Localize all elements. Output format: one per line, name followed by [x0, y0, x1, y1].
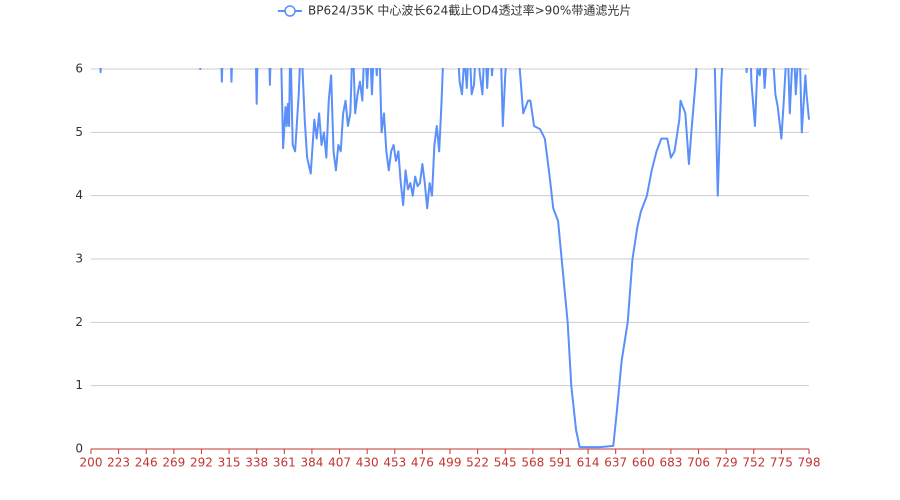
x-tick-label: 614 [577, 456, 600, 470]
x-tick-label: 315 [218, 456, 241, 470]
x-tick-label: 430 [356, 456, 379, 470]
axes: 0 1 2 3 4 5 6 200 223 246 269 292 315 338 361 384 407 430… [75, 62, 820, 470]
x-tick-label: 775 [770, 456, 793, 470]
y-tick-label: 3 [75, 252, 83, 266]
x-tick-label: 361 [273, 456, 296, 470]
x-tick-label: 568 [521, 456, 544, 470]
x-tick-label: 729 [715, 456, 738, 470]
x-tick-label: 384 [300, 456, 323, 470]
x-tick-label: 223 [107, 456, 130, 470]
x-tick-label: 200 [80, 456, 103, 470]
x-tick-label: 338 [245, 456, 268, 470]
legend-marker [284, 5, 296, 17]
y-tick-label: 0 [75, 442, 83, 456]
y-tick-label: 1 [75, 378, 83, 392]
x-tick-label: 246 [135, 456, 158, 470]
y-tick-label: 6 [75, 62, 83, 76]
x-tick-label: 545 [494, 456, 517, 470]
legend[interactable]: BP624/35K 中心波长624截止OD4透过率>90%带通滤光片 [278, 3, 631, 18]
x-tick-label: 706 [687, 456, 710, 470]
x-tick-label: 476 [411, 456, 434, 470]
legend-label: BP624/35K 中心波长624截止OD4透过率>90%带通滤光片 [308, 3, 631, 18]
y-tick-label: 5 [75, 125, 83, 139]
x-tick-label: 637 [604, 456, 627, 470]
x-tick-label: 407 [328, 456, 351, 470]
x-tick-label: 752 [742, 456, 765, 470]
y-tick-label: 4 [75, 188, 83, 202]
x-tick-label: 269 [162, 456, 185, 470]
x-tick-label: 683 [659, 456, 682, 470]
plot-area [99, 68, 810, 449]
x-tick-label: 591 [549, 456, 572, 470]
x-tick-label: 292 [190, 456, 213, 470]
x-tick-label: 798 [798, 456, 821, 470]
x-tick-label: 499 [439, 456, 462, 470]
data-line [99, 68, 810, 449]
x-tick-label: 453 [383, 456, 406, 470]
grid [91, 68, 809, 450]
y-tick-label: 2 [75, 315, 83, 329]
x-tick-label: 522 [466, 456, 489, 470]
x-tick-label: 660 [632, 456, 655, 470]
